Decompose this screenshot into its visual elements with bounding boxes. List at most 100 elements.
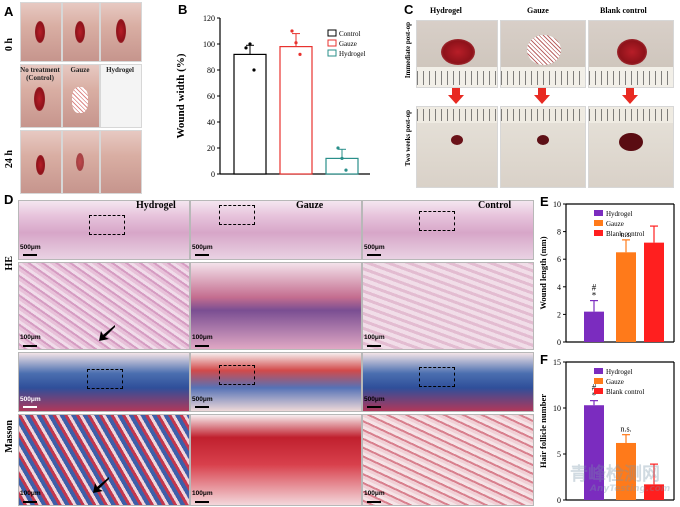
b-legend-label: Control xyxy=(339,30,360,38)
b-legend-swatch xyxy=(327,39,337,47)
b-point xyxy=(244,46,248,50)
e-bar xyxy=(644,242,664,342)
e-legend-label: Hydrogel xyxy=(606,210,632,218)
panel-e-letter: E xyxy=(540,194,549,209)
photo-c-gauze-2weeks xyxy=(500,106,586,188)
f-bar xyxy=(644,484,664,500)
b-point xyxy=(294,41,298,45)
watermark-en: AnyTesting.com xyxy=(590,484,671,494)
b-point xyxy=(336,146,340,150)
b-bar-hydrogel xyxy=(325,157,359,175)
panel-b-letter: B xyxy=(178,2,188,17)
f-legend-swatch xyxy=(594,388,603,394)
e-legend-label: Gauze xyxy=(606,220,624,228)
panel-f-letter: F xyxy=(540,352,548,367)
e-ytick-label: 0 xyxy=(557,338,561,347)
f-legend-label: Hydrogel xyxy=(606,368,632,376)
f-bar xyxy=(584,405,604,500)
scale-ms-control-zoom: 100μm xyxy=(364,490,385,497)
photo-a-control-24h xyxy=(20,130,62,194)
e-ylabel: Wound length (mm) xyxy=(538,236,548,309)
row-d-masson: Masson xyxy=(4,420,15,453)
b-ytick-label: 60 xyxy=(207,92,215,101)
photo-c-gauze-immediate xyxy=(500,20,586,88)
row-c-two-weeks: Two weeks post-op xyxy=(404,110,412,167)
b-ytick-label: 20 xyxy=(207,144,215,153)
b-ytick-label: 80 xyxy=(207,66,215,75)
b-ytick-label: 120 xyxy=(203,14,215,23)
col-c-hydrogel: Hydrogel xyxy=(430,6,462,15)
scale-ms-gauze-zoom: 100μm xyxy=(192,490,213,497)
photo-a-hydrogel-24h xyxy=(100,130,142,194)
panel-a-row-0h: 0 h xyxy=(4,38,15,52)
b-point xyxy=(344,168,348,172)
f-legend-label: Gauze xyxy=(606,378,624,386)
f-annot-ns: n.s. xyxy=(620,425,631,434)
f-legend-label: Blank control xyxy=(606,388,644,396)
arrow-down-gauze-icon xyxy=(534,88,550,104)
e-annot-hash: # xyxy=(592,283,597,293)
masson-gauze-zoom xyxy=(190,414,362,506)
he-hydrogel-overview xyxy=(18,200,190,260)
row-c-immediate: Immediate post-op xyxy=(404,22,412,79)
scale-ms-control: 500μm xyxy=(364,396,385,403)
photo-a-gauze-0h xyxy=(62,2,100,62)
wound-length-chart: 0 2 4 6 8 10 Wound length (mm) #* n.s. Hydrogel Ga… xyxy=(538,200,675,347)
scale-he-gauze-zoom: 100μm xyxy=(192,334,213,341)
photo-a-hydrogel-treat xyxy=(100,64,142,128)
photo-c-blank-2weeks xyxy=(588,106,674,188)
b-ytick-label: 40 xyxy=(207,118,215,127)
photo-c-hydrogel-immediate xyxy=(416,20,498,88)
photo-a-control-treat xyxy=(20,64,62,128)
e-bar xyxy=(616,252,636,342)
f-legend-swatch xyxy=(594,378,603,384)
arrow-down-blank-icon xyxy=(622,88,638,104)
e-ytick-label: 8 xyxy=(557,228,561,237)
f-ytick-label: 5 xyxy=(557,450,561,459)
b-legend-label: Gauze xyxy=(339,40,357,48)
scale-he-control: 500μm xyxy=(364,244,385,251)
b-bar-gauze xyxy=(279,45,313,175)
masson-gauze-overview xyxy=(190,352,362,412)
f-annot-hash: # xyxy=(592,383,597,393)
col-c-gauze: Gauze xyxy=(527,6,549,15)
he-hydrogel-zoom xyxy=(18,262,190,350)
panel-d-letter: D xyxy=(4,192,14,207)
arrow-down-hydrogel-icon xyxy=(448,88,464,104)
e-legend-swatch xyxy=(594,230,603,236)
b-ylabel: Wound width (%) xyxy=(175,53,187,138)
e-legend-swatch xyxy=(594,210,603,216)
row-d-he: HE xyxy=(4,256,15,271)
masson-hydrogel-zoom xyxy=(18,414,190,506)
scale-he-control-zoom: 100μm xyxy=(364,334,385,341)
b-point xyxy=(340,156,344,160)
scale-ms-hydrogel: 500μm xyxy=(20,396,41,403)
scale-ms-gauze: 500μm xyxy=(192,396,213,403)
col-c-blank: Blank control xyxy=(600,6,647,15)
he-gauze-overview xyxy=(190,200,362,260)
photo-a-gauze-treat xyxy=(62,64,100,128)
masson-hydrogel-overview xyxy=(18,352,190,412)
he-control-zoom xyxy=(362,262,534,350)
photo-a-hydrogel-0h xyxy=(100,2,142,62)
b-ytick-label: 0 xyxy=(211,170,215,179)
e-legend-label: Blank control xyxy=(606,230,644,238)
b-legend-swatch xyxy=(327,49,337,57)
f-ytick-label: 15 xyxy=(553,358,561,367)
photo-c-hydrogel-2weeks xyxy=(416,106,498,188)
masson-control-zoom xyxy=(362,414,534,506)
panel-a-letter: A xyxy=(4,4,14,19)
b-point xyxy=(290,29,294,33)
watermark-cn: 青峰检测网 xyxy=(570,464,660,485)
he-control-overview xyxy=(362,200,534,260)
f-bar xyxy=(616,442,636,500)
caption-a-control: No treatment (Control) xyxy=(20,66,60,82)
b-ytick-label: 100 xyxy=(203,40,215,49)
e-annot-star: * xyxy=(592,291,597,301)
masson-control-overview xyxy=(362,352,534,412)
f-ytick-label: 10 xyxy=(553,404,561,413)
panel-a-row-24h: 24 h xyxy=(4,150,15,169)
e-bar xyxy=(584,311,604,342)
f-annot-star: * xyxy=(592,391,597,401)
f-legend-swatch xyxy=(594,368,603,374)
